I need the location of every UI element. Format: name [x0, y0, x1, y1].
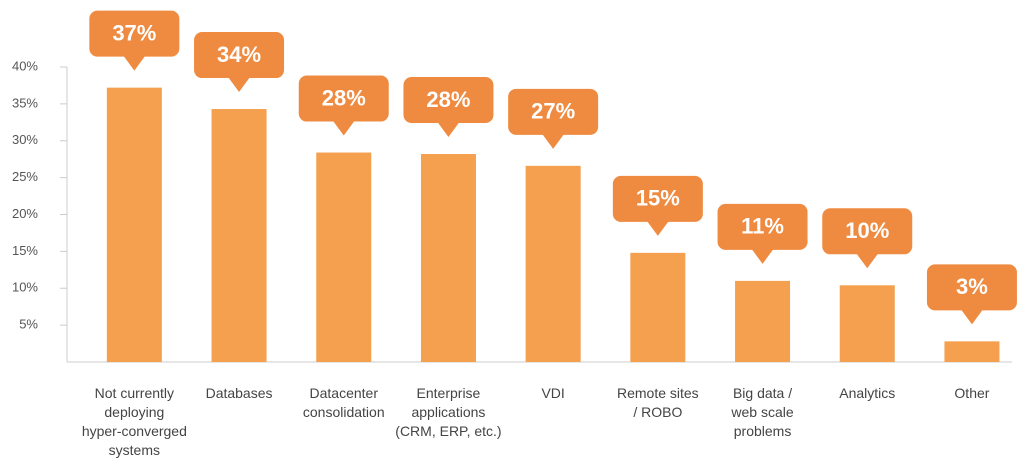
bar [944, 341, 1000, 362]
value-label: 11% [741, 214, 784, 239]
y-tick-label: 15% [12, 243, 38, 258]
bar [839, 285, 895, 362]
x-tick-label: Remote sites / ROBO [616, 385, 699, 420]
callout-box [717, 203, 808, 250]
bar [630, 252, 686, 362]
bar [420, 154, 476, 362]
x-tick-label: Enterprise applications (CRM, ERP, etc.) [395, 385, 502, 439]
callout-box [822, 208, 913, 255]
value-label: 3% [956, 274, 988, 299]
callout-pointer [856, 253, 879, 269]
x-tick-label: Datacenter consolidation [302, 385, 385, 420]
callout-pointer [228, 77, 251, 93]
callout-box [508, 88, 599, 135]
value-label: 28% [426, 87, 470, 112]
y-tick-label: 25% [12, 169, 38, 184]
y-tick-label: 5% [19, 317, 38, 332]
callout-box [403, 77, 494, 124]
callout-pointer [123, 55, 146, 71]
callout-pointer [960, 309, 983, 325]
y-tick-label: 40% [12, 58, 38, 73]
bar [735, 280, 791, 362]
value-label: 15% [636, 186, 680, 211]
callout-pointer [332, 120, 355, 136]
callout-pointer [542, 133, 565, 149]
value-label: 27% [531, 99, 575, 124]
x-tick-label: Databases [205, 385, 273, 401]
x-tick-label: VDI [541, 385, 565, 401]
value-label: 28% [322, 85, 366, 110]
y-tick-label: 30% [12, 132, 38, 147]
bar [106, 87, 162, 363]
callout-box [612, 175, 703, 222]
value-label: 10% [845, 218, 889, 243]
x-tick-label: Big data / web scale problems [731, 385, 794, 439]
callout-box [926, 264, 1017, 311]
y-tick-label: 10% [12, 280, 38, 295]
bar [211, 109, 267, 362]
callout-pointer [646, 220, 669, 236]
callout-pointer [751, 248, 774, 264]
x-tick-label: Analytics [839, 385, 896, 401]
bar [525, 165, 581, 362]
callout-box [298, 75, 389, 122]
x-tick-label: Not currently deploying hyper-converged … [81, 385, 187, 458]
callout-pointer [437, 122, 460, 138]
y-tick-label: 20% [12, 206, 38, 221]
y-tick-label: 35% [12, 95, 38, 110]
bar [316, 152, 372, 362]
value-label: 37% [112, 20, 156, 45]
callout-box [89, 10, 180, 57]
value-label: 34% [217, 42, 261, 67]
callout-box [194, 32, 285, 79]
x-tick-label: Other [954, 385, 990, 401]
